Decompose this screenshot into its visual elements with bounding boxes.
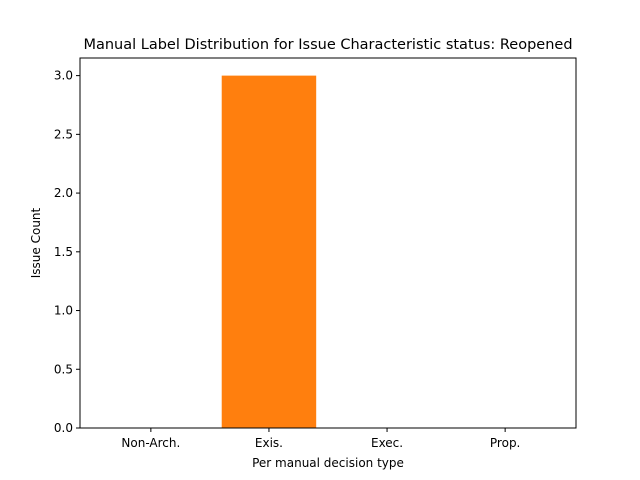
chart-title: Manual Label Distribution for Issue Char… — [83, 37, 572, 53]
x-tick-label: Prop. — [490, 436, 520, 450]
y-tick-label: 3.0 — [54, 69, 73, 83]
x-tick-label: Non-Arch. — [121, 436, 180, 450]
y-axis-ticks: 0.0 0.5 1.0 1.5 2.0 2.5 3.0 — [54, 69, 80, 435]
x-axis-label: Per manual decision type — [252, 456, 404, 470]
y-tick-label: 1.5 — [54, 245, 73, 259]
y-tick-label: 2.5 — [54, 127, 73, 141]
y-tick-label: 0.5 — [54, 362, 73, 376]
bars-group — [221, 75, 317, 428]
x-tick-label: Exis. — [255, 436, 283, 450]
x-axis-ticks: Non-Arch. Exis. Exec. Prop. — [121, 428, 520, 450]
y-tick-label: 0.0 — [54, 421, 73, 435]
y-tick-label: 1.0 — [54, 304, 73, 318]
plot-frame — [79, 57, 577, 429]
y-tick-label: 2.0 — [54, 186, 73, 200]
y-axis-label: Issue Count — [29, 207, 43, 278]
bar-exis — [221, 75, 317, 428]
x-tick-label: Exec. — [371, 436, 403, 450]
